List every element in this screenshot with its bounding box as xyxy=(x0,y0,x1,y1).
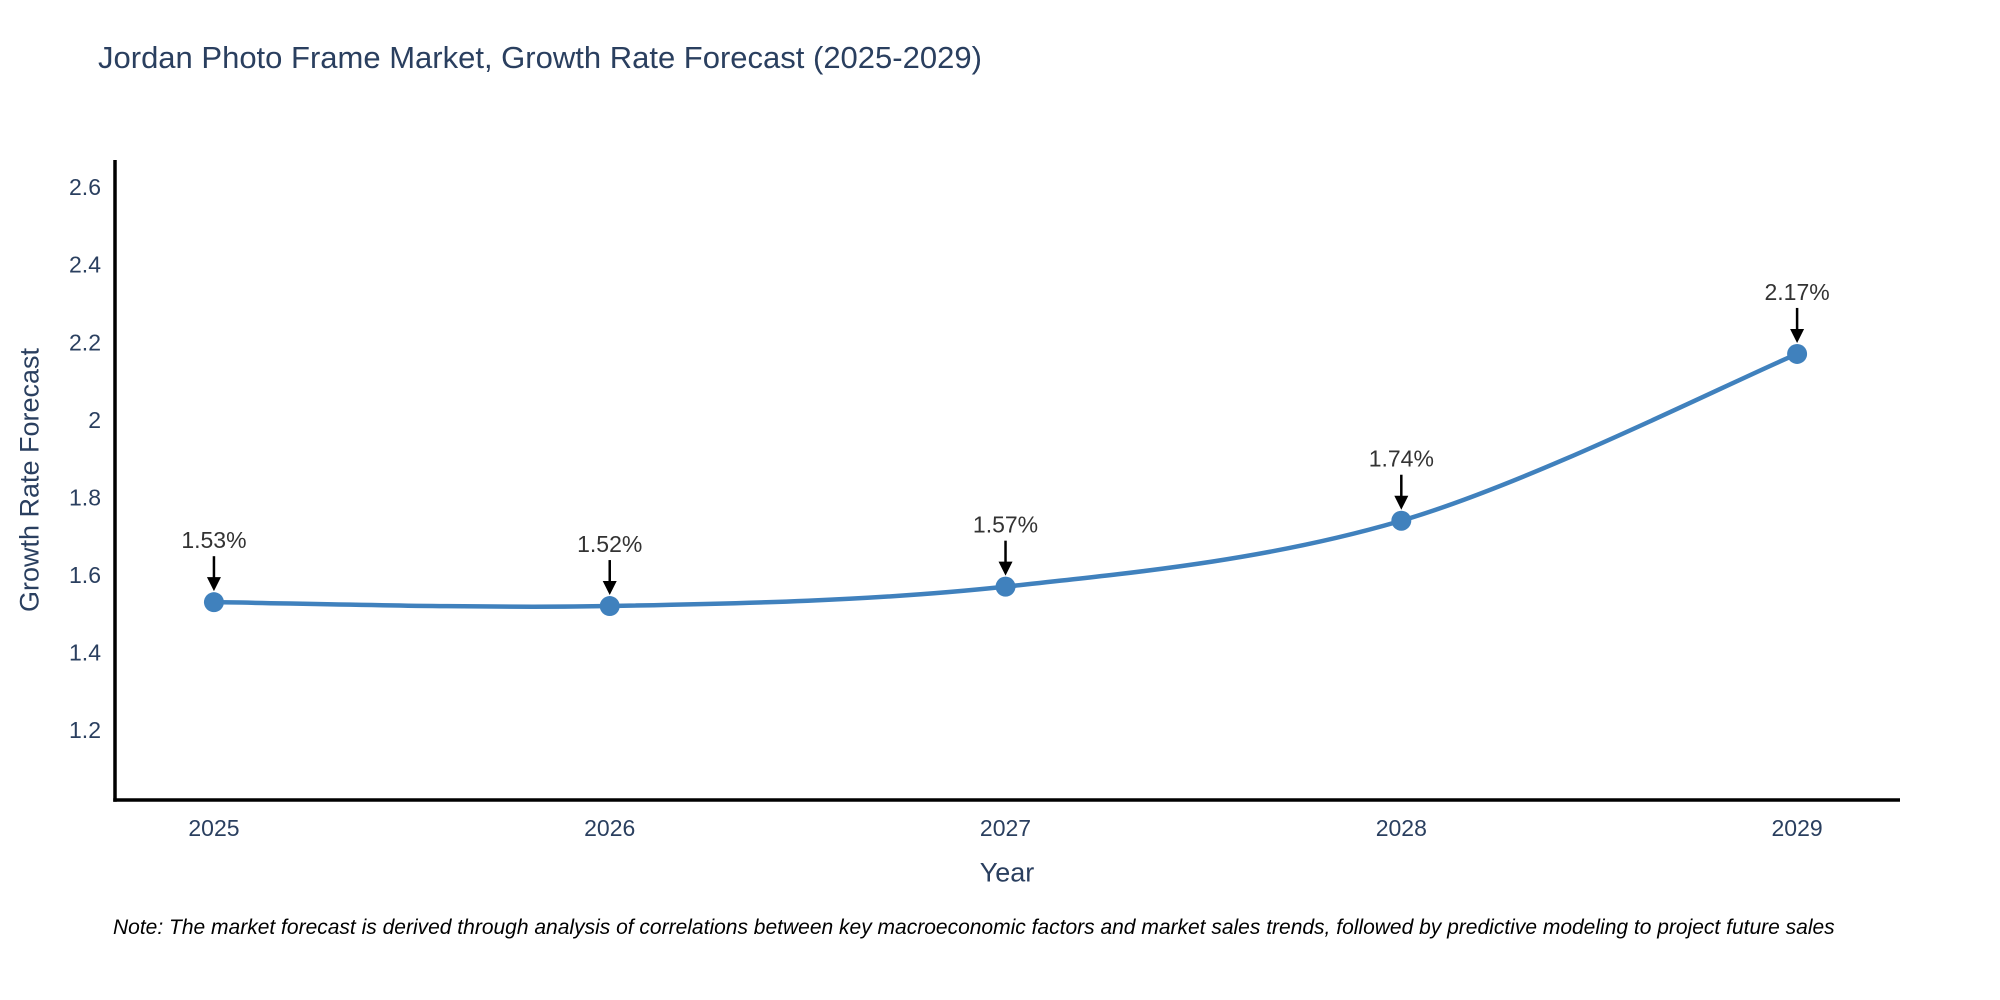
y-tick-label: 1.2 xyxy=(69,717,101,743)
chart-title: Jordan Photo Frame Market, Growth Rate F… xyxy=(98,40,982,75)
x-tick-label: 2029 xyxy=(1772,815,1823,841)
annotation-arrowhead xyxy=(1394,495,1409,510)
x-tick-label: 2026 xyxy=(584,815,635,841)
data-point xyxy=(995,576,1016,597)
point-annotation: 1.74% xyxy=(1369,446,1434,472)
annotation-arrowhead xyxy=(998,561,1013,576)
y-tick-label: 2.6 xyxy=(69,174,101,200)
annotation-arrowhead xyxy=(1790,328,1805,343)
y-tick-label: 1.8 xyxy=(69,484,101,510)
data-point xyxy=(203,592,224,613)
y-tick-label: 2.2 xyxy=(69,329,101,355)
data-point xyxy=(1787,343,1808,364)
x-tick-label: 2027 xyxy=(980,815,1031,841)
point-annotation: 1.52% xyxy=(577,531,642,557)
point-annotation: 1.57% xyxy=(973,512,1038,538)
y-tick-label: 1.4 xyxy=(69,640,101,666)
annotation-arrowhead xyxy=(206,577,221,592)
y-tick-label: 2 xyxy=(88,407,101,433)
point-annotation: 1.53% xyxy=(181,527,246,553)
x-tick-label: 2028 xyxy=(1376,815,1427,841)
y-tick-label: 2.4 xyxy=(69,252,101,278)
y-tick-label: 1.6 xyxy=(69,562,101,588)
data-point xyxy=(599,596,620,617)
annotation-arrowhead xyxy=(602,581,617,596)
x-tick-label: 2025 xyxy=(188,815,239,841)
point-annotation: 2.17% xyxy=(1764,279,1829,305)
x-axis-title: Year xyxy=(979,857,1035,888)
footnote: Note: The market forecast is derived thr… xyxy=(113,916,1835,939)
data-point xyxy=(1391,510,1412,531)
